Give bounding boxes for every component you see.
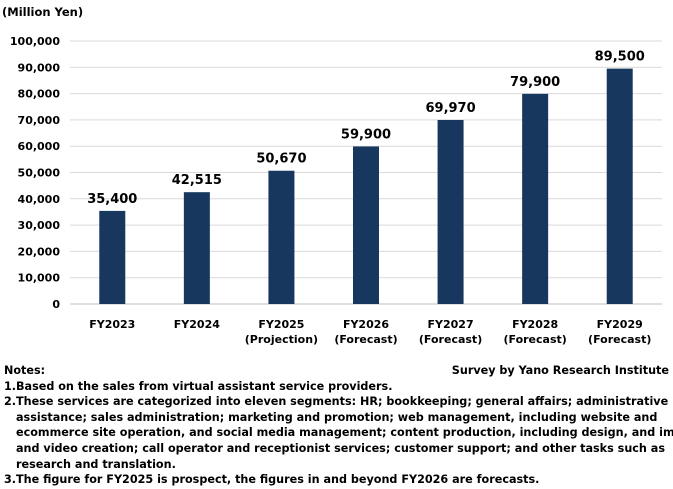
bar bbox=[99, 210, 126, 304]
y-tick-label: 70,000 bbox=[18, 114, 61, 127]
bar-value-label: 35,400 bbox=[87, 192, 137, 207]
note-number: 1. bbox=[4, 379, 17, 393]
x-tick-label: FY2025 bbox=[258, 318, 304, 331]
x-tick-label: FY2027 bbox=[428, 318, 474, 331]
y-tick-label: 40,000 bbox=[18, 193, 61, 206]
note-item: 2. These services are categorized into e… bbox=[4, 394, 673, 472]
x-tick-label: FY2026 bbox=[343, 318, 389, 331]
bar bbox=[353, 146, 379, 304]
bar-value-label: 42,515 bbox=[172, 173, 222, 188]
x-tick-label: (Forecast) bbox=[588, 333, 651, 346]
bar-chart: (Million Yen) 0 10,000 20,000 30,000 40,000 5… bbox=[2, 5, 662, 346]
note-text: The figure for FY2025 is prospect, the f… bbox=[16, 473, 540, 487]
bar-value-label: 59,900 bbox=[341, 127, 391, 142]
x-tick-label: (Projection) bbox=[245, 333, 318, 346]
bar bbox=[437, 119, 464, 304]
bar bbox=[606, 68, 633, 305]
y-tick-label: 60,000 bbox=[18, 140, 61, 153]
source-credit: Survey by Yano Research Institute bbox=[451, 364, 669, 377]
y-tick-label: 20,000 bbox=[18, 245, 61, 258]
y-tick-label: 30,000 bbox=[18, 219, 61, 232]
x-tick-label: (Forecast) bbox=[503, 333, 566, 346]
bar bbox=[522, 93, 549, 304]
bars bbox=[99, 68, 633, 305]
y-axis-tick-labels: 0 10,000 20,000 30,000 40,000 50,000 60,000 70,… bbox=[10, 35, 60, 311]
notes-heading: Notes: bbox=[4, 364, 46, 377]
x-tick-label: (Forecast) bbox=[419, 333, 482, 346]
note-number: 2. bbox=[4, 395, 17, 409]
bar-value-label: 79,900 bbox=[510, 75, 560, 90]
bar-value-label: 50,670 bbox=[256, 152, 306, 167]
bar-value-label: 69,970 bbox=[425, 101, 475, 116]
x-tick-label: FY2029 bbox=[597, 318, 643, 331]
bar bbox=[268, 170, 295, 304]
notes-section: Notes: Survey by Yano Research Institute… bbox=[4, 363, 673, 488]
x-tick-label: FY2028 bbox=[512, 318, 558, 331]
x-axis-tick-labels: FY2023 FY2024 FY2025 (Projection) FY2026 (For… bbox=[89, 318, 651, 346]
y-tick-label: 100,000 bbox=[10, 35, 60, 48]
y-tick-label: 50,000 bbox=[18, 167, 61, 180]
note-number: 3. bbox=[4, 473, 17, 487]
note-item: 3. The figure for FY2025 is prospect, th… bbox=[4, 472, 673, 488]
y-tick-label: 10,000 bbox=[18, 272, 61, 285]
x-tick-label: (Forecast) bbox=[334, 333, 397, 346]
y-tick-label: 0 bbox=[52, 298, 60, 311]
note-item: 1. Based on the sales from virtual assis… bbox=[4, 379, 673, 395]
y-tick-label: 80,000 bbox=[18, 88, 61, 101]
y-axis-unit-label: (Million Yen) bbox=[2, 5, 83, 19]
bar-value-label: 89,500 bbox=[595, 50, 645, 65]
note-text: Based on the sales from virtual assistan… bbox=[16, 379, 393, 393]
x-tick-label: FY2024 bbox=[174, 318, 220, 331]
x-tick-label: FY2023 bbox=[89, 318, 135, 331]
bar-value-labels: 35,400 42,515 50,670 59,900 69,970 79,900 89,5… bbox=[87, 50, 645, 207]
y-tick-label: 90,000 bbox=[18, 61, 61, 74]
bar bbox=[183, 192, 210, 304]
note-text: These services are categorized into elev… bbox=[16, 395, 673, 471]
